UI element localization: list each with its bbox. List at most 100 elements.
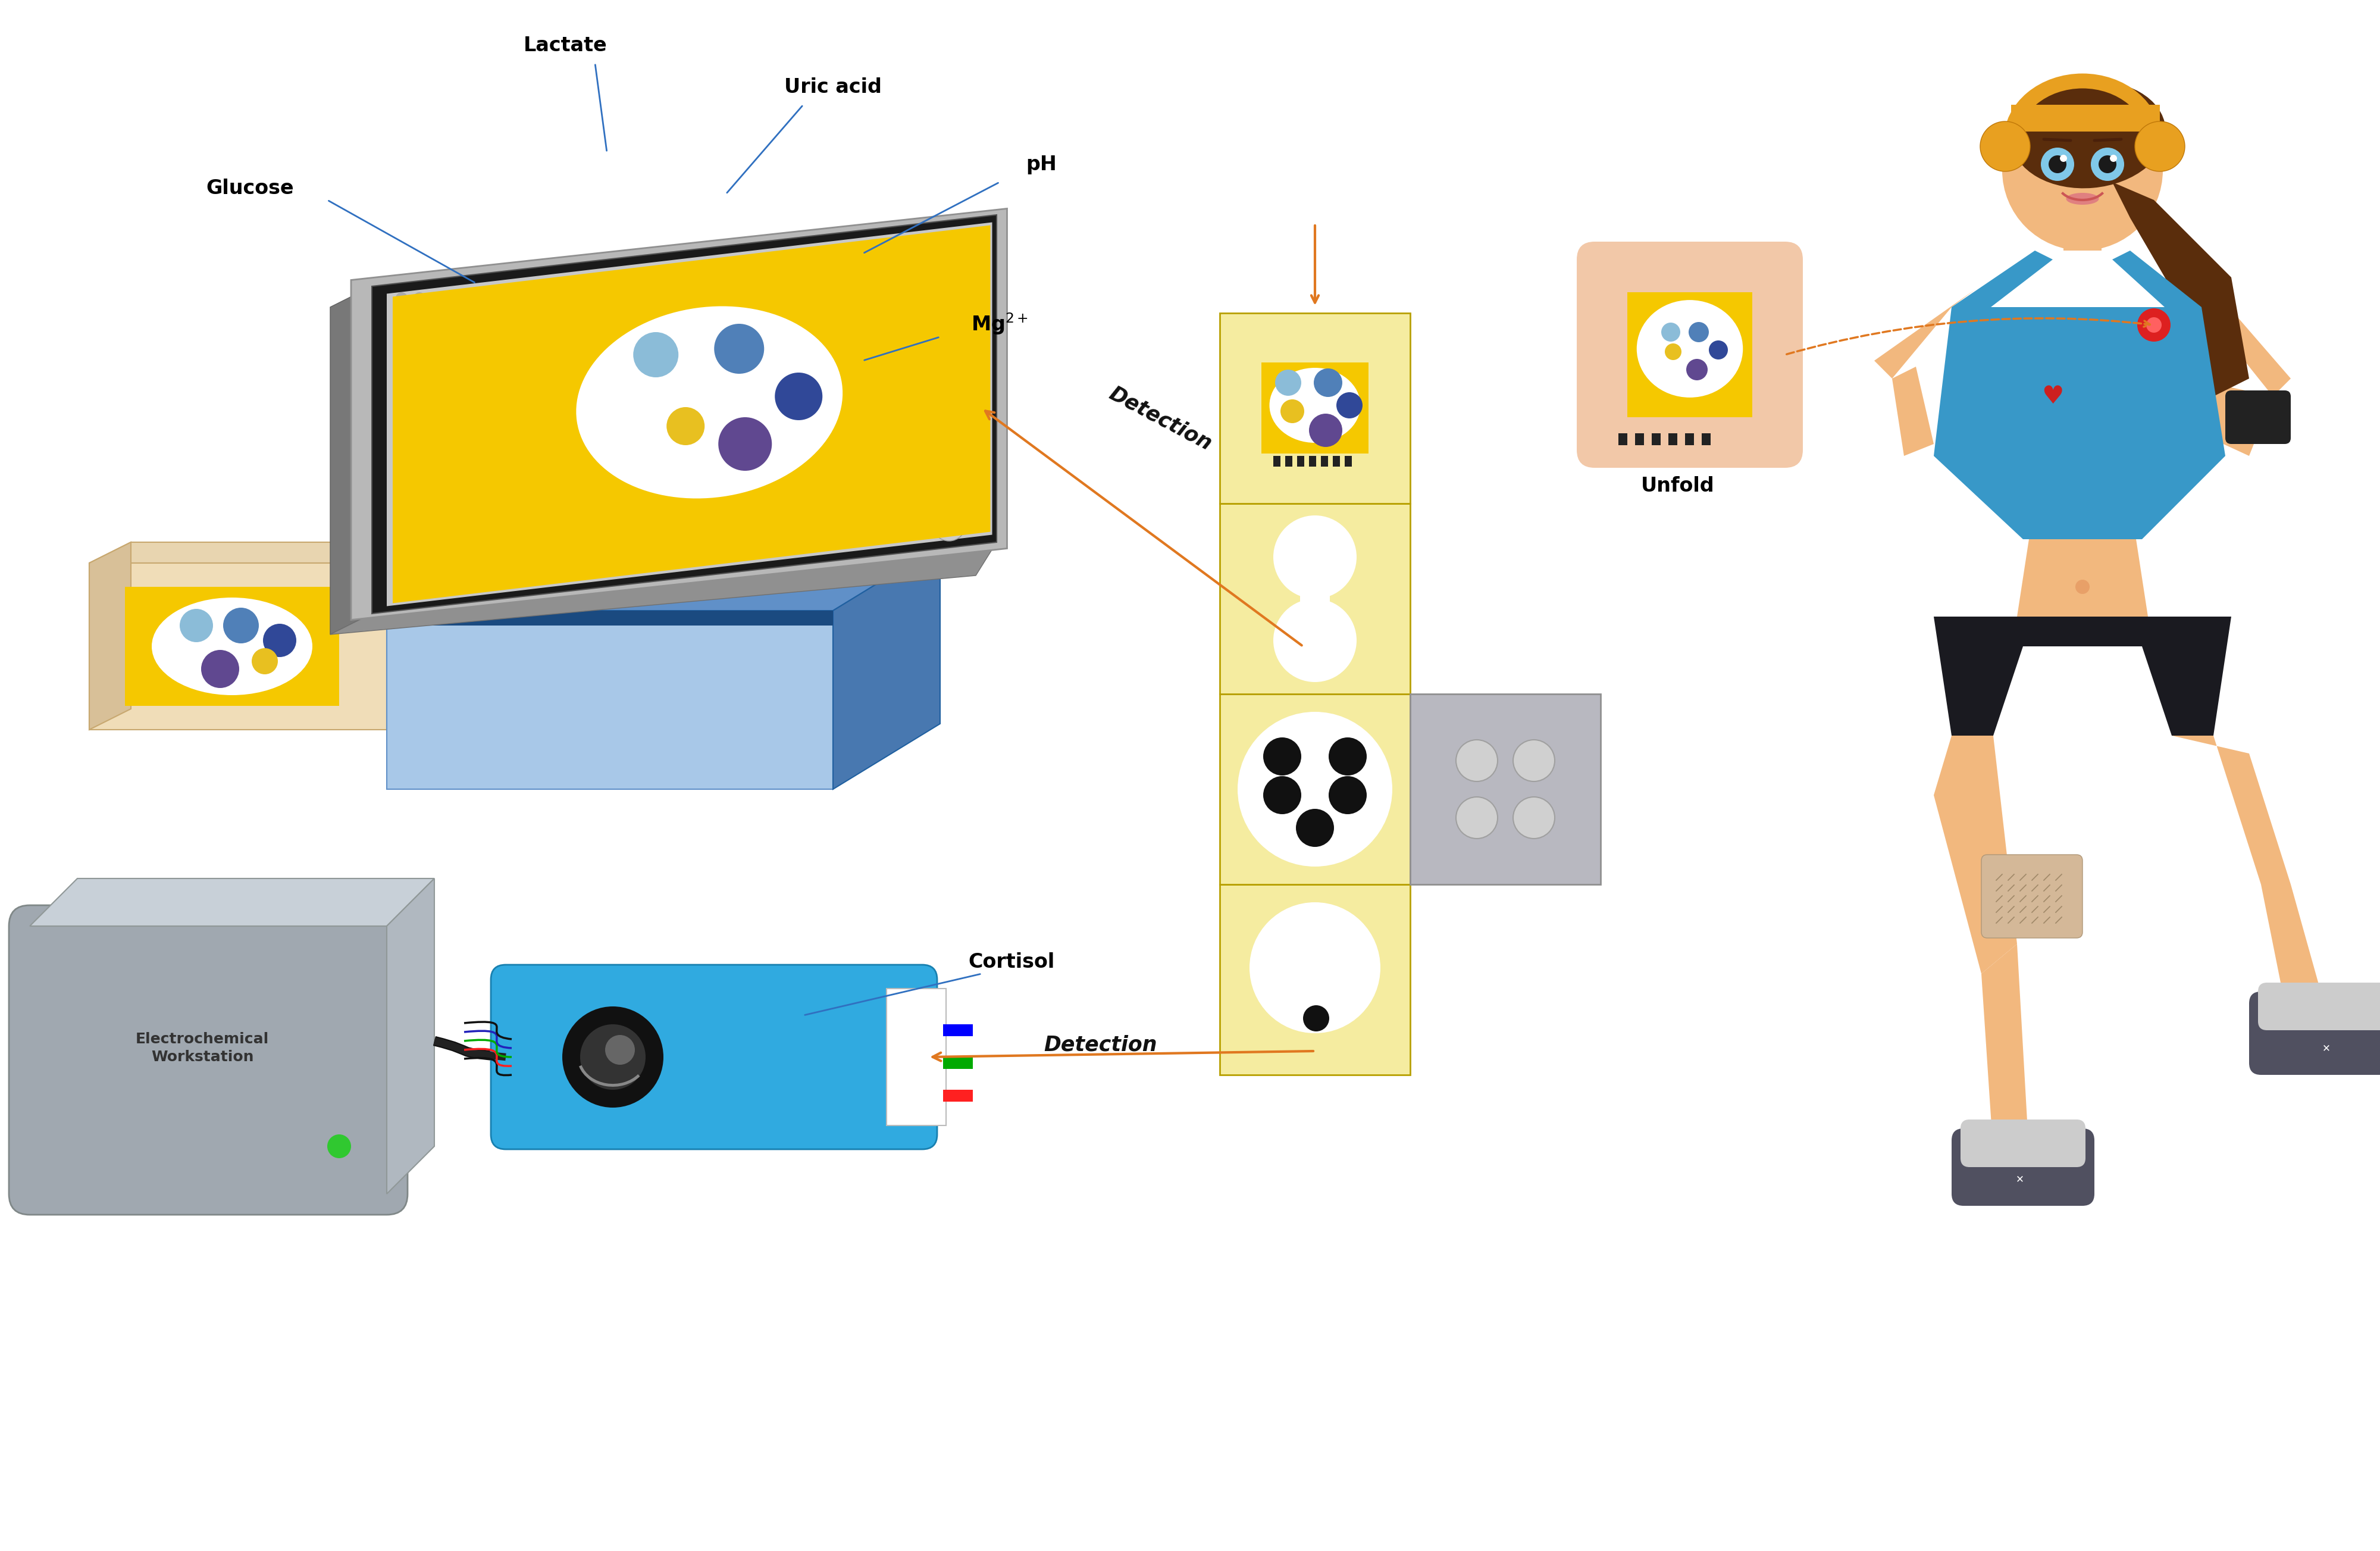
Circle shape <box>1280 399 1304 423</box>
Bar <box>1409 693 1599 884</box>
Polygon shape <box>31 878 436 926</box>
Ellipse shape <box>152 597 312 695</box>
Circle shape <box>1314 369 1342 397</box>
Polygon shape <box>1980 945 2028 1152</box>
Circle shape <box>202 650 240 689</box>
Circle shape <box>2099 155 2116 174</box>
Polygon shape <box>1875 288 1975 378</box>
Circle shape <box>2002 90 2163 251</box>
Polygon shape <box>388 878 436 1194</box>
Circle shape <box>1276 369 1302 396</box>
Bar <box>1285 456 1292 467</box>
Circle shape <box>1338 392 1361 419</box>
Bar <box>888 988 947 1126</box>
Text: ✕: ✕ <box>2323 1042 2330 1053</box>
Circle shape <box>2137 309 2171 341</box>
Circle shape <box>1264 737 1302 776</box>
Ellipse shape <box>2011 81 2166 188</box>
Circle shape <box>1304 1005 1330 1031</box>
Polygon shape <box>2202 288 2290 397</box>
Circle shape <box>1273 599 1357 682</box>
Bar <box>388 611 833 789</box>
Bar <box>1635 433 1645 445</box>
Polygon shape <box>90 543 131 729</box>
Circle shape <box>1709 340 1728 360</box>
Bar <box>1668 433 1678 445</box>
Bar <box>1219 884 1409 1075</box>
Polygon shape <box>371 216 997 614</box>
Text: Mg$^{2+}$: Mg$^{2+}$ <box>971 312 1028 337</box>
Circle shape <box>562 1007 664 1107</box>
Polygon shape <box>2018 540 2147 617</box>
FancyBboxPatch shape <box>490 965 938 1149</box>
Bar <box>1273 456 1280 467</box>
Bar <box>126 586 340 706</box>
Circle shape <box>2061 155 2066 161</box>
Bar <box>1628 292 1752 417</box>
Text: ♥: ♥ <box>2042 385 2063 409</box>
Circle shape <box>933 507 966 541</box>
Polygon shape <box>331 287 371 634</box>
Bar <box>1261 363 1368 454</box>
Polygon shape <box>352 208 1007 620</box>
Text: ✕: ✕ <box>2016 1174 2023 1185</box>
Circle shape <box>1273 515 1357 599</box>
Bar <box>1618 433 1628 445</box>
Polygon shape <box>388 544 940 611</box>
Circle shape <box>414 292 426 304</box>
Bar <box>1299 557 1330 641</box>
Bar <box>942 1058 973 1069</box>
Polygon shape <box>1933 735 2018 974</box>
Polygon shape <box>2171 735 2290 884</box>
Polygon shape <box>1892 366 1933 456</box>
Circle shape <box>714 324 764 374</box>
FancyBboxPatch shape <box>1952 1129 2094 1205</box>
Bar <box>942 1024 973 1036</box>
Bar <box>1685 433 1695 445</box>
FancyBboxPatch shape <box>2259 983 2380 1030</box>
Circle shape <box>581 1024 645 1090</box>
Bar <box>1219 504 1409 693</box>
Bar <box>1297 456 1304 467</box>
FancyBboxPatch shape <box>1961 1120 2085 1166</box>
Circle shape <box>1690 323 1709 343</box>
Circle shape <box>264 624 298 658</box>
Polygon shape <box>833 544 940 789</box>
Bar <box>2011 105 2159 132</box>
Polygon shape <box>331 543 997 634</box>
Polygon shape <box>388 222 992 606</box>
Text: Uric acid: Uric acid <box>785 78 881 98</box>
Circle shape <box>1687 358 1709 380</box>
Bar <box>1309 456 1316 467</box>
Circle shape <box>776 372 823 420</box>
Polygon shape <box>393 225 990 603</box>
Circle shape <box>1514 797 1554 839</box>
Bar <box>1652 433 1661 445</box>
FancyBboxPatch shape <box>1980 855 2082 938</box>
Circle shape <box>2092 147 2125 181</box>
Polygon shape <box>1933 307 2225 540</box>
Bar <box>1219 693 1409 884</box>
Circle shape <box>328 1134 352 1159</box>
Circle shape <box>605 1035 635 1064</box>
Bar <box>1333 456 1340 467</box>
Circle shape <box>1264 776 1302 814</box>
Text: Cortisol: Cortisol <box>969 952 1054 972</box>
Circle shape <box>1297 808 1335 847</box>
Polygon shape <box>90 543 428 563</box>
Polygon shape <box>2113 181 2249 397</box>
FancyBboxPatch shape <box>2225 391 2290 444</box>
Ellipse shape <box>1269 368 1361 442</box>
Polygon shape <box>1952 251 2052 320</box>
Ellipse shape <box>576 306 843 498</box>
Circle shape <box>633 332 678 377</box>
Text: Detection: Detection <box>1104 383 1216 454</box>
Polygon shape <box>1933 617 2232 735</box>
Bar <box>1702 433 1711 445</box>
Circle shape <box>1666 343 1680 360</box>
Circle shape <box>1238 712 1392 867</box>
Circle shape <box>1328 737 1366 776</box>
FancyBboxPatch shape <box>1576 242 1804 468</box>
Circle shape <box>2147 318 2161 333</box>
Circle shape <box>1328 776 1366 814</box>
